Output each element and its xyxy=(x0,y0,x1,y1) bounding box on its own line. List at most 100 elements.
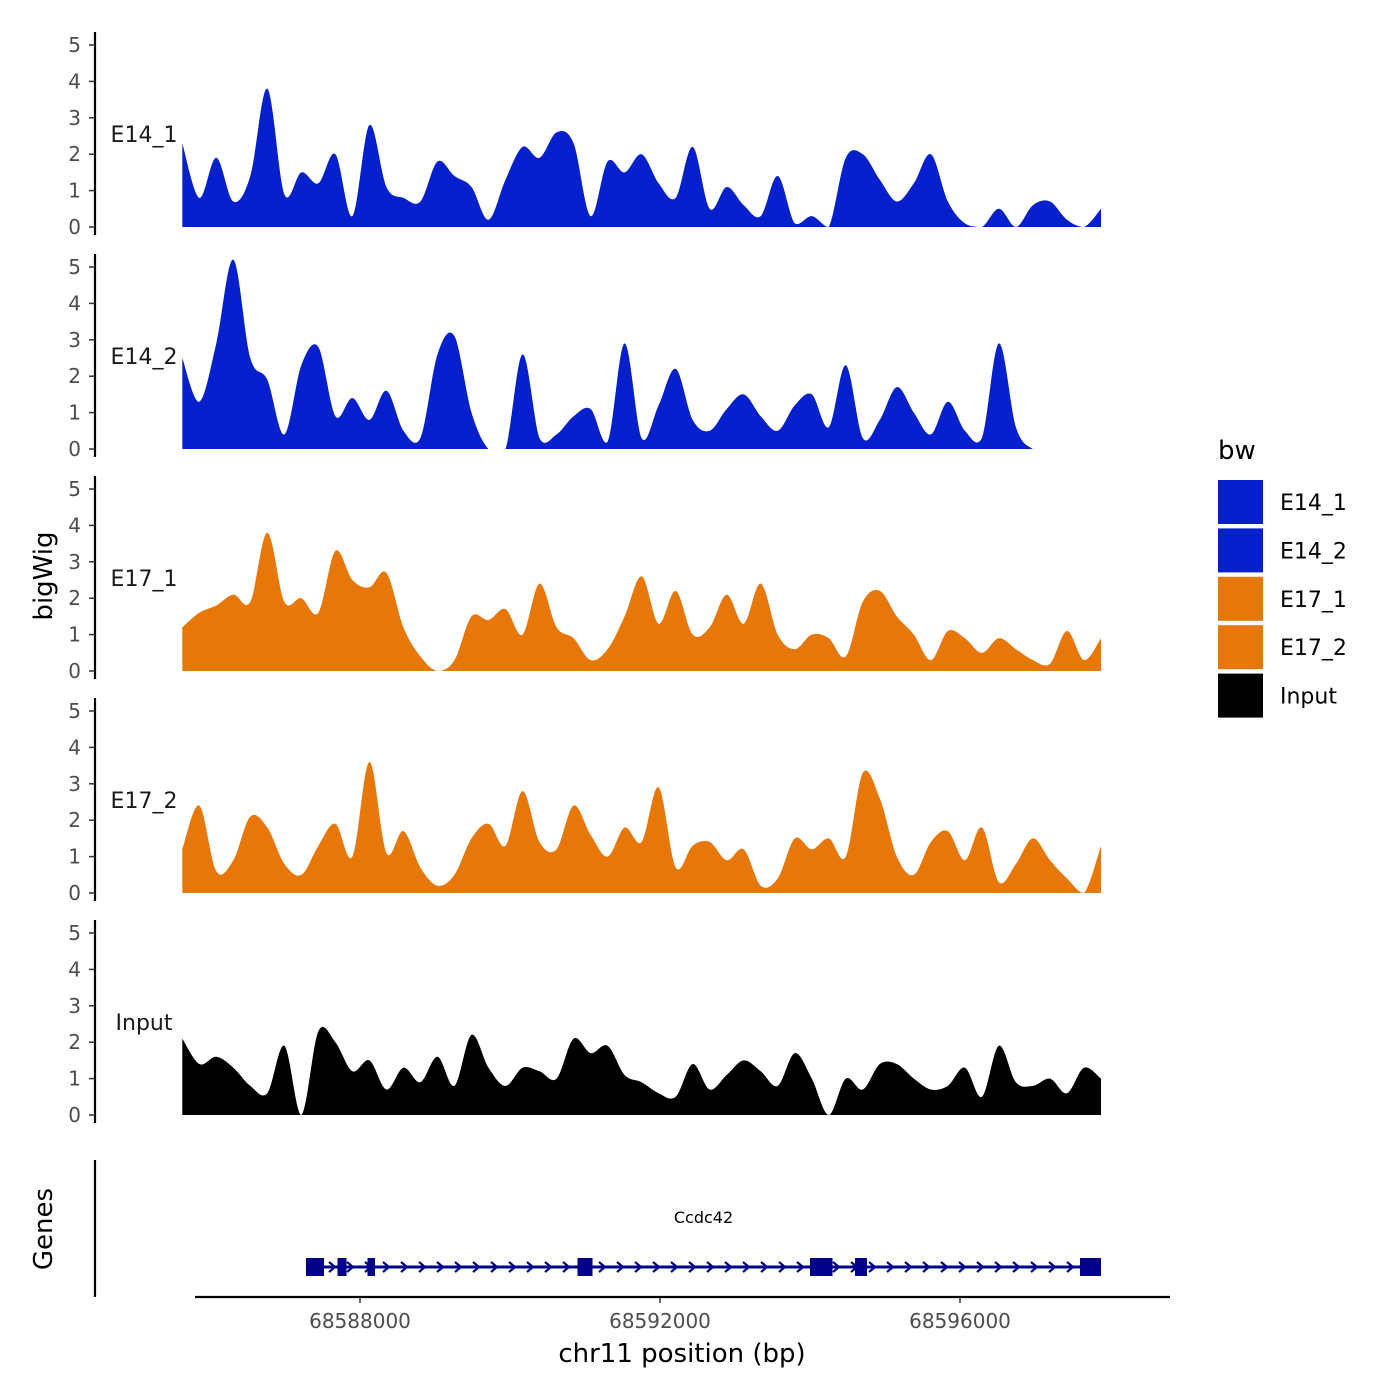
x-axis: 68588000 68592000 68596000 xyxy=(195,1295,1170,1333)
y-tick-label: 2 xyxy=(68,808,81,832)
strand-arrow xyxy=(634,1261,643,1273)
y-tick-label: 5 xyxy=(68,255,81,279)
track-panel-e14_1: 0 1 2 3 4 5 E14_1 xyxy=(68,32,1102,239)
strand-arrow xyxy=(1048,1261,1057,1273)
strand-arrow xyxy=(346,1261,355,1273)
y-tick-label: 2 xyxy=(68,142,81,166)
y-tick-label: 3 xyxy=(68,994,81,1018)
strand-arrow xyxy=(652,1261,661,1273)
legend-title: bw xyxy=(1218,436,1256,466)
strand-arrow xyxy=(418,1261,427,1273)
strand-arrow xyxy=(472,1261,481,1273)
strand-arrow xyxy=(940,1261,949,1273)
strand-arrow xyxy=(490,1261,499,1273)
genes-panel: Ccdc42 xyxy=(93,1160,1101,1297)
y-tick-label: 4 xyxy=(68,735,81,759)
strand-arrow xyxy=(562,1261,571,1273)
strand-arrow xyxy=(400,1261,409,1273)
track-panel-e14_2: 0 1 2 3 4 5 E14_2 xyxy=(68,254,1102,461)
legend-swatch-e17_1 xyxy=(1218,576,1263,621)
strand-arrow xyxy=(922,1261,931,1273)
strand-arrow xyxy=(886,1261,895,1273)
legend-swatch-input xyxy=(1218,673,1263,718)
coverage-area-e17_1 xyxy=(182,532,1102,671)
y-tick-label: 3 xyxy=(68,550,81,574)
track-label: E14_1 xyxy=(111,123,178,148)
strand-arrow xyxy=(382,1261,391,1273)
exon-block xyxy=(306,1258,324,1276)
y-tick-label: 2 xyxy=(68,364,81,388)
genes-axis-title: Genes xyxy=(29,1188,59,1270)
strand-arrow xyxy=(670,1261,679,1273)
strand-arrow xyxy=(760,1261,769,1273)
track-label: E17_2 xyxy=(111,789,178,814)
strand-arrow xyxy=(742,1261,751,1273)
coverage-area-input xyxy=(182,1026,1102,1115)
strand-arrow xyxy=(832,1261,841,1273)
y-tick-label: 1 xyxy=(68,179,81,203)
exon-block xyxy=(337,1258,347,1276)
legend-label-e14_2: E14_2 xyxy=(1280,539,1347,564)
track-panel-e17_1: 0 1 2 3 4 5 E17_1 xyxy=(68,476,1102,683)
strand-arrow xyxy=(724,1261,733,1273)
x-tick-label: 68588000 xyxy=(309,1309,411,1333)
exon-block xyxy=(577,1258,593,1276)
y-tick-label: 4 xyxy=(68,69,81,93)
y-tick-label: 3 xyxy=(68,772,81,796)
y-tick-label: 4 xyxy=(68,291,81,315)
exon-block xyxy=(367,1258,375,1276)
legend-label-e17_1: E17_1 xyxy=(1280,588,1347,613)
strand-arrow xyxy=(1030,1261,1039,1273)
strand-arrow xyxy=(958,1261,967,1273)
legend-label-e14_1: E14_1 xyxy=(1280,491,1347,516)
x-axis-title: chr11 position (bp) xyxy=(558,1339,805,1369)
y-tick-label: 0 xyxy=(68,437,81,461)
y-tick-label: 3 xyxy=(68,106,81,130)
strand-arrow xyxy=(598,1261,607,1273)
y-tick-label: 1 xyxy=(68,623,81,647)
coverage-area-e17_2 xyxy=(182,761,1102,893)
y-tick-label: 0 xyxy=(68,215,81,239)
strand-arrow xyxy=(454,1261,463,1273)
track-panel-input: 0 1 2 3 4 5 Input xyxy=(68,920,1102,1127)
legend-label-e17_2: E17_2 xyxy=(1280,636,1347,661)
track-label: Input xyxy=(116,1011,173,1036)
y-tick-label: 1 xyxy=(68,845,81,869)
y-tick-label: 3 xyxy=(68,328,81,352)
strand-arrow xyxy=(1012,1261,1021,1273)
y-tick-label: 0 xyxy=(68,881,81,905)
exon-block xyxy=(855,1258,867,1276)
strand-arrow xyxy=(526,1261,535,1273)
strand-arrow xyxy=(688,1261,697,1273)
track-label: E14_2 xyxy=(111,345,178,370)
track-panels: 0 1 2 3 4 5 E14_1 0 1 2 3 4 5 E14_2 0 1 2 3 4 5 E17_1 0 1 2 3 4 5 E… xyxy=(68,32,1102,1127)
y-tick-label: 5 xyxy=(68,477,81,501)
strand-arrow xyxy=(976,1261,985,1273)
y-tick-label: 0 xyxy=(68,659,81,683)
y-tick-label: 5 xyxy=(68,33,81,57)
y-tick-label: 2 xyxy=(68,1030,81,1054)
y-tick-label: 4 xyxy=(68,513,81,537)
strand-arrow xyxy=(778,1261,787,1273)
strand-arrow xyxy=(868,1261,877,1273)
y-tick-label: 5 xyxy=(68,921,81,945)
strand-arrow xyxy=(796,1261,805,1273)
gene-name-label: Ccdc42 xyxy=(674,1208,733,1227)
strand-arrow xyxy=(1066,1261,1075,1273)
strand-arrow xyxy=(994,1261,1003,1273)
strand-arrow xyxy=(508,1261,517,1273)
legend-swatch-e17_2 xyxy=(1218,625,1263,670)
legend-swatch-e14_1 xyxy=(1218,480,1263,524)
exon-block xyxy=(1080,1258,1101,1276)
x-tick-label: 68592000 xyxy=(609,1309,711,1333)
legend: bw E14_1 E14_2 E17_1 E17_2 Input xyxy=(1218,436,1347,718)
track-label: E17_1 xyxy=(111,567,178,592)
y-tick-label: 1 xyxy=(68,401,81,425)
track-panel-e17_2: 0 1 2 3 4 5 E17_2 xyxy=(68,698,1102,905)
y-tick-label: 2 xyxy=(68,586,81,610)
strand-arrow xyxy=(616,1261,625,1273)
strand-arrow xyxy=(706,1261,715,1273)
y-tick-label: 5 xyxy=(68,699,81,723)
legend-swatch-e14_2 xyxy=(1218,528,1263,573)
